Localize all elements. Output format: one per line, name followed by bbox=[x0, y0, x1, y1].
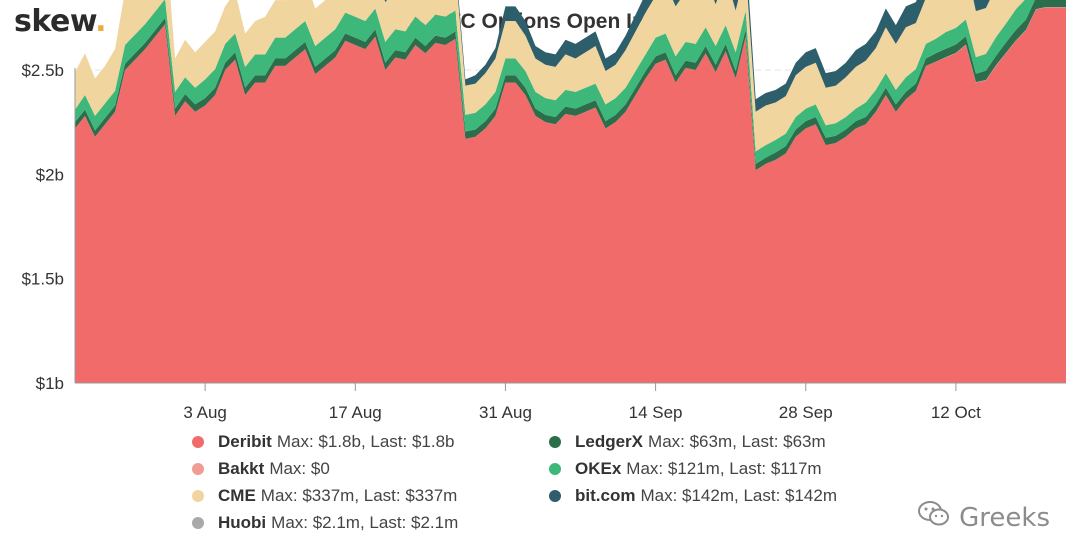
legend-item-bit-com[interactable]: bit.com Max: $142m, Last: $142m bbox=[549, 486, 837, 506]
legend-series-stats: Max: $121m, Last: $117m bbox=[626, 459, 822, 478]
y-tick-label: $1.5b bbox=[21, 270, 64, 289]
legend-series-name: Deribit bbox=[218, 432, 272, 451]
legend-series-stats: Max: $63m, Last: $63m bbox=[648, 432, 826, 451]
x-tick-label: 12 Oct bbox=[931, 403, 981, 422]
legend-marker-dot bbox=[192, 490, 204, 502]
legend-marker-dot bbox=[192, 436, 204, 448]
legend-marker-dot bbox=[549, 490, 561, 502]
skew-logo: skew. bbox=[14, 4, 107, 39]
legend-item-deribit[interactable]: Deribit Max: $1.8b, Last: $1.8b bbox=[192, 432, 455, 452]
area-deribit bbox=[75, 7, 1066, 384]
x-tick-label: 14 Sep bbox=[629, 403, 683, 422]
legend-series-name: LedgerX bbox=[575, 432, 644, 451]
legend: Deribit Max: $1.8b, Last: $1.8b Bakkt Max: … bbox=[0, 428, 1080, 540]
legend-series-stats: Max: $1.8b, Last: $1.8b bbox=[276, 432, 455, 451]
legend-marker-dot bbox=[192, 517, 204, 529]
watermark: Greeks bbox=[917, 500, 1050, 535]
legend-marker-dot bbox=[192, 463, 204, 475]
legend-series-name: bit.com bbox=[575, 486, 636, 505]
legend-series-stats: Max: $2.1m, Last: $2.1m bbox=[271, 513, 459, 532]
area-okex bbox=[75, 0, 1035, 164]
legend-series-name: Huobi bbox=[218, 513, 267, 532]
y-tick-label: $1b bbox=[36, 374, 64, 393]
stacked-area-chart: $1b $1.5b $2b $2.5b 3 Aug 17 Aug 31 Aug 14 Sep 2… bbox=[21, 0, 1066, 422]
area-layer bbox=[75, 0, 1066, 384]
legend-item-cme[interactable]: CME Max: $337m, Last: $337m bbox=[192, 486, 457, 506]
logo-text: skew bbox=[14, 4, 96, 39]
area-cme bbox=[75, 0, 1025, 152]
y-tick-label: $2.5b bbox=[21, 61, 64, 80]
area-bit-com bbox=[75, 0, 990, 112]
legend-item-huobi[interactable]: Huobi Max: $2.1m, Last: $2.1m bbox=[192, 513, 458, 533]
legend-series-name: Bakkt bbox=[218, 459, 265, 478]
wechat-icon bbox=[917, 500, 951, 535]
legend-series-stats: Max: $142m, Last: $142m bbox=[640, 486, 837, 505]
legend-marker-dot bbox=[549, 463, 561, 475]
area-ledgerx bbox=[75, 0, 1066, 171]
legend-marker-dot bbox=[549, 436, 561, 448]
watermark-text: Greeks bbox=[959, 502, 1050, 533]
legend-series-name: CME bbox=[218, 486, 256, 505]
y-tick-label: $2b bbox=[36, 165, 64, 184]
legend-series-name: OKEx bbox=[575, 459, 622, 478]
legend-series-stats: Max: $0 bbox=[269, 459, 330, 478]
x-tick-label: 28 Sep bbox=[779, 403, 833, 422]
legend-series-stats: Max: $337m, Last: $337m bbox=[260, 486, 458, 505]
x-tick-label: 3 Aug bbox=[183, 403, 227, 422]
legend-item-bakkt[interactable]: Bakkt Max: $0 bbox=[192, 459, 330, 479]
x-tick-label: 31 Aug bbox=[479, 403, 532, 422]
legend-item-ledgerx[interactable]: LedgerX Max: $63m, Last: $63m bbox=[549, 432, 826, 452]
legend-item-okex[interactable]: OKEx Max: $121m, Last: $117m bbox=[549, 459, 822, 479]
logo-dot: . bbox=[95, 4, 107, 39]
x-tick-label: 17 Aug bbox=[329, 403, 382, 422]
axis-layer: $1b $1.5b $2b $2.5b 3 Aug 17 Aug 31 Aug 14 Sep 2… bbox=[21, 61, 1066, 422]
